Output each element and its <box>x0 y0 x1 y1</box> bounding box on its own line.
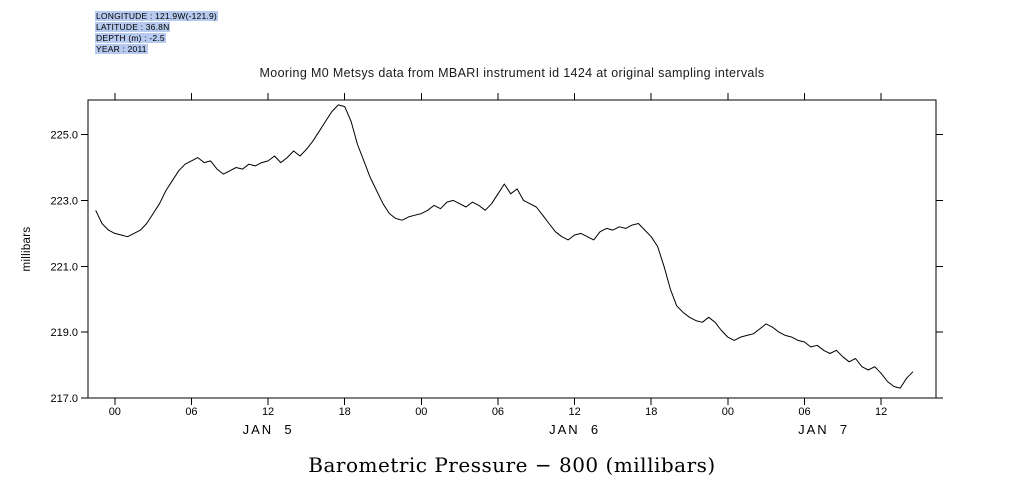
x-tick-label: 18 <box>339 406 351 418</box>
longitude-label: LONGITUDE : 121.9W(-121.9) <box>95 11 218 21</box>
x-tick-label: 06 <box>492 406 504 418</box>
latitude-label: LATITUDE : 36.8N <box>95 22 171 32</box>
metadata-block: LONGITUDE : 121.9W(-121.9) LATITUDE : 36… <box>95 11 218 55</box>
y-tick-label: 219.0 <box>50 327 78 339</box>
y-tick-label: 217.0 <box>50 393 78 405</box>
y-axis-label: millibars <box>21 226 33 272</box>
x-tick-label: 18 <box>645 406 657 418</box>
x-tick-label: 12 <box>262 406 274 418</box>
axis-frame <box>87 99 937 399</box>
day-label: JAN 7 <box>798 422 849 437</box>
x-tick-label: 00 <box>109 406 121 418</box>
x-tick-label: 00 <box>722 406 734 418</box>
chart-title: Mooring M0 Metsys data from MBARI instru… <box>259 66 765 80</box>
depth-label: DEPTH (m) : -2.5 <box>95 33 166 43</box>
x-tick-label: 12 <box>875 406 887 418</box>
x-tick-label: 12 <box>568 406 580 418</box>
y-tick-label: 223.0 <box>50 195 78 207</box>
x-tick-label: 06 <box>185 406 197 418</box>
x-tick-label: 06 <box>798 406 810 418</box>
year-label: YEAR : 2011 <box>95 44 148 54</box>
day-label: JAN 5 <box>243 422 294 437</box>
x-tick-label: 00 <box>415 406 427 418</box>
bottom-axis-title: Barometric Pressure − 800 (millibars) <box>308 453 716 477</box>
pressure-line <box>95 104 914 389</box>
y-tick-label: 225.0 <box>50 130 78 142</box>
day-label: JAN 6 <box>549 422 600 437</box>
y-tick-label: 221.0 <box>50 261 78 273</box>
